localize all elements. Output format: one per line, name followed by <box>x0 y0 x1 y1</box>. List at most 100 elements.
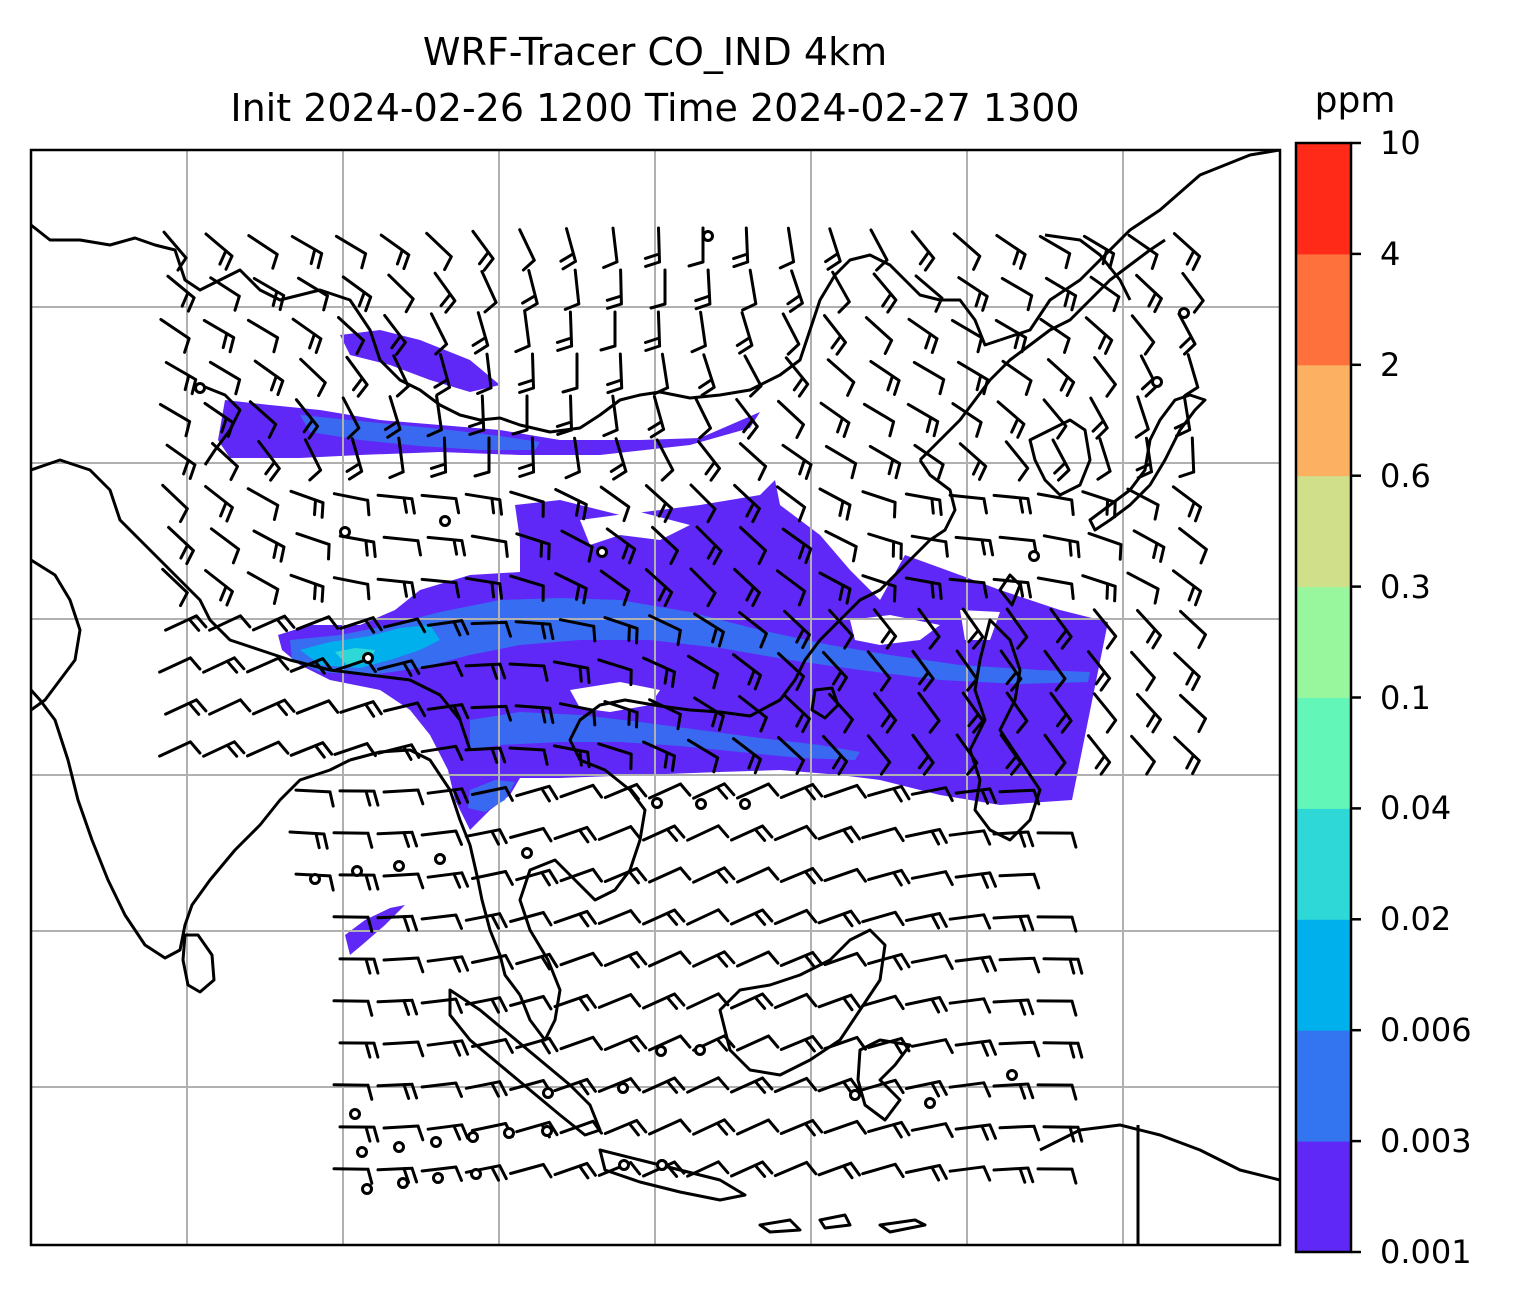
wind-barb <box>515 532 551 561</box>
wind-barb <box>382 872 425 890</box>
wind-barb <box>992 1166 1035 1184</box>
wind-barb <box>382 788 425 806</box>
wind-barb <box>954 955 997 973</box>
wind-barb <box>730 992 774 1010</box>
wind-barb <box>642 1076 686 1094</box>
wind-barb <box>560 529 594 563</box>
wind-barb <box>784 356 810 398</box>
wind-barb <box>779 783 824 801</box>
wind-barb <box>553 1161 597 1180</box>
wind-barb <box>1130 314 1156 356</box>
colorbar-tick-label: 0.04 <box>1380 789 1452 828</box>
wind-barb <box>735 311 754 355</box>
wind-barb <box>779 867 824 885</box>
colorbar-segment <box>1296 919 1351 1031</box>
wind-barb <box>559 867 603 883</box>
wind-barb <box>553 909 597 928</box>
wind-barb <box>1092 608 1118 650</box>
colorbar-segment <box>1296 586 1351 698</box>
wind-barb <box>822 651 848 692</box>
wind-barb <box>1046 358 1076 397</box>
wind-barb <box>992 577 1032 599</box>
wind-barb <box>1127 233 1159 270</box>
wind-barb <box>644 568 674 607</box>
wind-barb <box>164 698 208 716</box>
wind-barb <box>992 998 1035 1016</box>
wind-barb <box>1036 576 1075 600</box>
colorbar-segment <box>1296 808 1351 920</box>
wind-barb <box>998 956 1041 974</box>
indochina-coast <box>518 459 957 1042</box>
wind-barb <box>741 268 758 312</box>
calm-wind-circle <box>655 1045 667 1057</box>
wind-barb <box>603 616 639 645</box>
wind-barb <box>954 1039 997 1057</box>
wind-barb <box>778 226 796 270</box>
wind-barb <box>954 871 997 889</box>
wind-barb <box>732 737 762 775</box>
wind-barb <box>161 567 189 608</box>
wind-barb <box>910 786 954 803</box>
wind-barb <box>420 1165 463 1182</box>
wind-barb <box>167 525 195 566</box>
wind-barb <box>294 398 320 440</box>
wind-barb <box>1184 353 1200 397</box>
wind-barb <box>603 867 648 885</box>
plume-core <box>300 625 440 668</box>
wind-barb <box>961 691 985 734</box>
wind-barb <box>686 1160 730 1178</box>
wind-barb <box>904 828 948 846</box>
wind-barb <box>208 360 242 396</box>
wind-barb <box>508 662 549 682</box>
wind-barb <box>339 616 383 634</box>
wind-barb <box>158 656 202 674</box>
wind-barb <box>910 954 954 971</box>
calm-wind-circle <box>430 1136 442 1148</box>
wind-barb <box>295 615 340 631</box>
wind-barb <box>1136 693 1162 734</box>
colorbar-tick-label: 0.3 <box>1380 567 1431 606</box>
wind-barb <box>730 824 774 842</box>
wind-barb <box>597 993 642 1009</box>
wind-barb <box>332 915 374 933</box>
wind-barb <box>992 830 1035 848</box>
wind-barb <box>382 1040 425 1058</box>
wind-barb <box>1036 492 1075 516</box>
calm-wind-circle <box>541 1125 553 1137</box>
wind-barb <box>773 824 818 842</box>
wind-barb <box>289 489 325 519</box>
wind-barb <box>1051 438 1071 482</box>
wind-barb <box>911 649 935 692</box>
wind-barb <box>509 827 553 843</box>
wind-barb <box>644 310 662 352</box>
wind-barb <box>605 268 623 310</box>
wind-barbs <box>158 226 1208 1195</box>
wind-barb <box>994 318 1028 354</box>
wind-barb <box>376 998 419 1016</box>
wind-barb <box>158 402 192 438</box>
wind-barb <box>642 908 686 926</box>
wind-barb <box>1130 650 1156 692</box>
wind-barb <box>1136 609 1162 650</box>
calm-wind-circle <box>651 797 663 809</box>
wind-barb <box>736 950 780 968</box>
wind-barb <box>426 787 470 805</box>
wind-barb <box>911 733 935 776</box>
sri-lanka <box>181 933 216 994</box>
wind-barb <box>861 490 897 519</box>
wind-barb <box>561 352 579 394</box>
wind-barb <box>1179 609 1207 649</box>
wind-barb <box>1086 734 1112 776</box>
wind-barb <box>383 395 402 439</box>
wind-barb <box>995 234 1027 270</box>
wind-barb <box>1081 490 1117 519</box>
wind-barb <box>559 1035 603 1051</box>
wind-barb <box>1042 1041 1084 1059</box>
calm-wind-circle <box>339 526 351 538</box>
wind-barb <box>777 736 805 775</box>
wind-barb <box>643 226 661 268</box>
wind-barb <box>515 952 559 971</box>
wind-barb <box>1130 734 1156 776</box>
philippines <box>968 618 1042 842</box>
colorbar-frame <box>1294 141 1353 1254</box>
